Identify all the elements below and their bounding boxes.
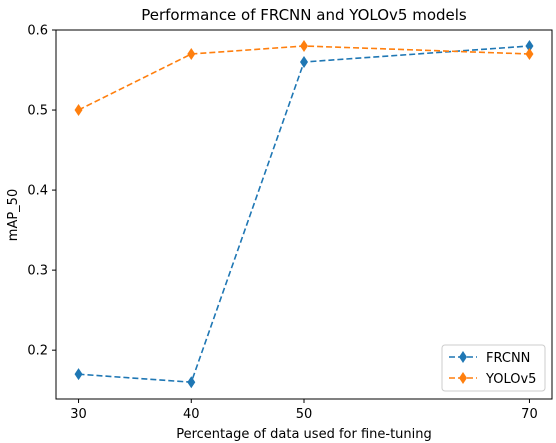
data-point-yolov5-30 — [74, 104, 83, 117]
y-tick-label-0.3: 0.3 — [27, 264, 48, 279]
data-point-yolov5-70 — [525, 48, 534, 61]
y-tick-label-0.4: 0.4 — [27, 184, 48, 199]
y-axis-label: mAP_50 — [6, 189, 21, 241]
legend: FRCNN YOLOv5 — [441, 344, 546, 392]
legend-marker-yolov5 — [459, 372, 467, 384]
x-axis-label: Percentage of data used for fine-tuning — [176, 427, 432, 442]
legend-label-yolov5: YOLOv5 — [485, 372, 536, 387]
legend-label-frcnn: FRCNN — [486, 351, 530, 366]
data-point-frcnn-40 — [187, 376, 196, 389]
data-point-frcnn-30 — [74, 368, 83, 381]
x-tick-label-50: 50 — [296, 407, 313, 422]
series-line-yolov5 — [78, 45, 530, 111]
y-tick-label-0.6: 0.6 — [27, 24, 48, 39]
chart-title: Performance of FRCNN and YOLOv5 models — [141, 6, 467, 24]
series-line-frcnn — [78, 45, 530, 384]
x-tick-label-70: 70 — [521, 407, 538, 422]
x-tick-label-40: 40 — [183, 407, 200, 422]
data-point-frcnn-70 — [525, 40, 534, 53]
y-tick-label-0.2: 0.2 — [27, 344, 48, 359]
legend-marker-frcnn — [459, 351, 467, 363]
data-point-yolov5-40 — [187, 48, 196, 61]
data-point-frcnn-50 — [300, 56, 308, 69]
y-tick-label-0.5: 0.5 — [27, 104, 48, 119]
x-tick-label-30: 30 — [70, 407, 87, 422]
data-point-yolov5-50 — [300, 40, 308, 53]
